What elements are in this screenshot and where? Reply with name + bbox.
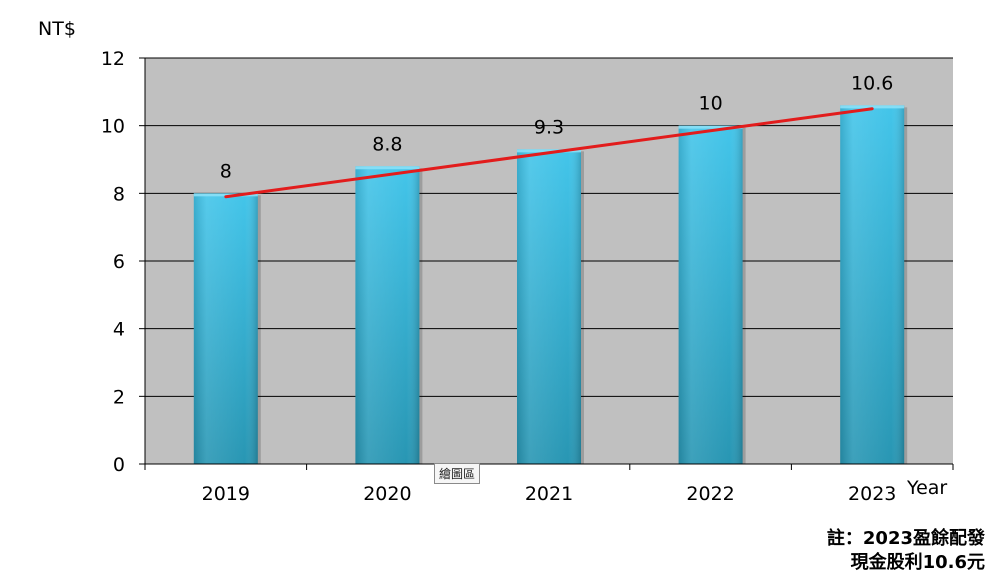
bar-top bbox=[355, 166, 420, 170]
x-tick-label: 2023 bbox=[848, 483, 896, 505]
bar-sheen bbox=[355, 166, 420, 464]
bar-sheen bbox=[678, 125, 743, 465]
dividend-note-line1: 註：2023盈餘配發 bbox=[826, 528, 985, 549]
x-tick-label: 2022 bbox=[686, 483, 734, 505]
y-tick-label: 2 bbox=[113, 386, 125, 408]
data-label: 8 bbox=[220, 160, 232, 182]
x-tick-label: 2019 bbox=[202, 483, 250, 505]
bar-top bbox=[517, 149, 581, 153]
x-axis-title: Year bbox=[906, 477, 947, 499]
bar-sheen bbox=[517, 149, 581, 464]
data-label: 10 bbox=[699, 93, 723, 115]
y-tick-label: 10 bbox=[101, 116, 125, 138]
bar-sheen bbox=[840, 105, 905, 464]
dividend-note-line2: 現金股利10.6元 bbox=[850, 552, 985, 573]
trend-line bbox=[224, 107, 874, 199]
data-label: 8.8 bbox=[372, 133, 402, 155]
bar-sheen bbox=[193, 193, 258, 465]
data-label: 10.6 bbox=[851, 72, 893, 94]
x-tick-label: 2020 bbox=[363, 483, 411, 505]
data-label: 9.3 bbox=[534, 116, 564, 138]
plot-area-tooltip: 繪圖區 bbox=[434, 463, 481, 484]
unit-label: NT$ bbox=[38, 18, 76, 40]
bar-top bbox=[678, 125, 743, 129]
bar-top bbox=[840, 105, 905, 109]
bar-top bbox=[193, 193, 258, 197]
y-tick-label: 12 bbox=[101, 48, 125, 70]
y-tick-label: 4 bbox=[113, 319, 125, 341]
x-tick-label: 2021 bbox=[525, 483, 573, 505]
y-tick-label: 6 bbox=[113, 251, 125, 273]
y-tick-label: 8 bbox=[113, 183, 125, 205]
y-tick-label: 0 bbox=[113, 454, 125, 476]
